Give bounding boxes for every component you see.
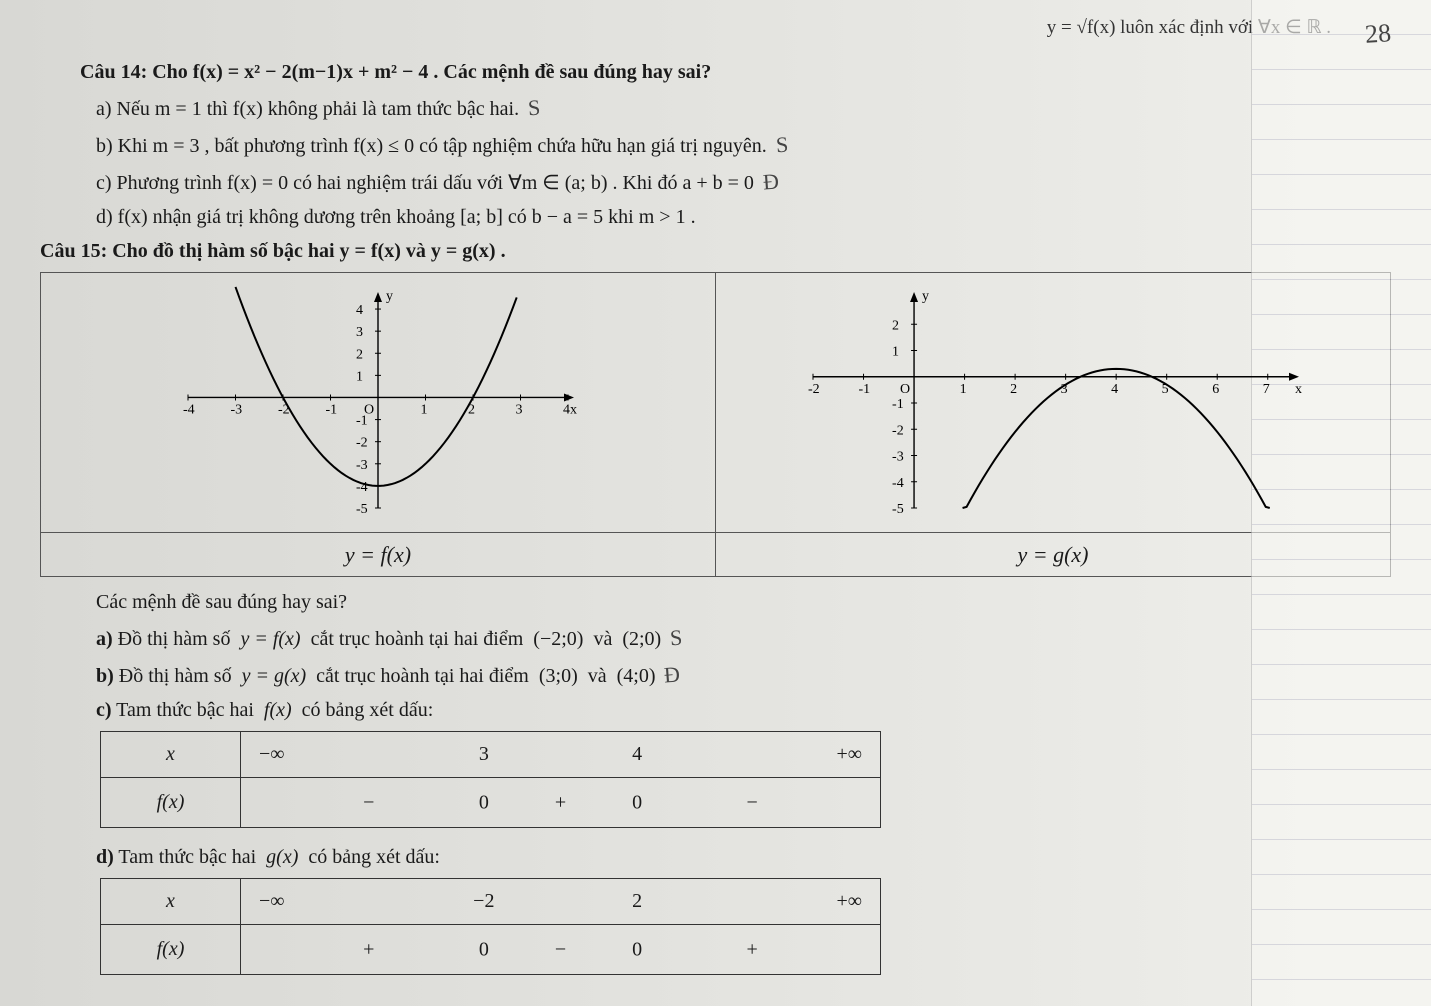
caption-f: y = f(x): [41, 533, 716, 577]
graph-g-cell: xyO-2-11234567-5-4-3-2-112: [716, 273, 1391, 533]
svg-text:4: 4: [1111, 381, 1118, 396]
graph-f-cell: xyO-4-3-2-11234-5-4-3-2-11234: [41, 273, 716, 533]
q15-sub: Các mệnh đề sau đúng hay sai?: [96, 587, 1391, 617]
graph-g: xyO-2-11234567-5-4-3-2-112: [793, 278, 1313, 528]
svg-text:-3: -3: [356, 457, 368, 472]
q15-a: a) Đồ thị hàm số y = f(x) cắt trục hoành…: [96, 621, 1391, 654]
svg-text:-2: -2: [892, 423, 904, 438]
svg-text:3: 3: [356, 325, 363, 340]
svg-text:-4: -4: [183, 402, 195, 417]
svg-text:-5: -5: [892, 502, 904, 517]
svg-text:4: 4: [563, 402, 570, 417]
q15-c: c) Tam thức bậc hai f(x) có bảng xét dấu…: [96, 695, 1391, 725]
q14-c: c) Phương trình f(x) = 0 có hai nghiệm t…: [96, 165, 1391, 198]
q14-d: d) f(x) nhận giá trị không dương trên kh…: [96, 202, 1391, 232]
q14-b-hand: S: [775, 128, 790, 162]
svg-text:1: 1: [960, 381, 967, 396]
q14-b: b) Khi m = 3 , bất phương trình f(x) ≤ 0…: [96, 128, 1391, 161]
svg-text:1: 1: [421, 402, 428, 417]
svg-text:-5: -5: [356, 502, 368, 517]
svg-text:-2: -2: [808, 381, 820, 396]
sign-table-f: x−∞34+∞f(x)−0+0−: [100, 731, 881, 828]
svg-text:7: 7: [1263, 381, 1270, 396]
svg-text:-1: -1: [326, 402, 338, 417]
svg-text:x: x: [1295, 381, 1302, 396]
svg-text:-1: -1: [859, 381, 871, 396]
q14-head: Câu 14: Cho f(x) = x² − 2(m−1)x + m² − 4…: [80, 57, 1391, 87]
svg-text:2: 2: [356, 347, 363, 362]
sign-table-g: x−∞−22+∞f(x)+0−0+: [100, 878, 881, 975]
svg-text:y: y: [922, 289, 929, 304]
svg-text:-1: -1: [356, 413, 368, 428]
q15-a-hand: S: [669, 621, 684, 655]
q15-head: Câu 15: Cho đồ thị hàm số bậc hai y = f(…: [40, 236, 1391, 266]
q15-b: b) Đồ thị hàm số y = g(x) cắt trục hoành…: [96, 658, 1391, 691]
svg-text:-3: -3: [892, 449, 904, 464]
svg-text:-4: -4: [892, 475, 904, 490]
q15-d: d) Tam thức bậc hai g(x) có bảng xét dấu…: [96, 842, 1391, 872]
svg-text:2: 2: [892, 318, 899, 333]
svg-text:1: 1: [892, 344, 899, 359]
svg-text:-1: -1: [892, 397, 904, 412]
q14-a: a) Nếu m = 1 thì f(x) không phải là tam …: [96, 91, 1391, 124]
svg-text:-2: -2: [356, 435, 368, 450]
svg-text:6: 6: [1212, 381, 1219, 396]
svg-text:3: 3: [516, 402, 523, 417]
svg-text:O: O: [900, 381, 910, 396]
graphs-table: xyO-4-3-2-11234-5-4-3-2-11234 xyO-2-1123…: [40, 272, 1391, 577]
svg-text:2: 2: [1010, 381, 1017, 396]
graph-f: xyO-4-3-2-11234-5-4-3-2-11234: [168, 278, 588, 528]
svg-text:y: y: [386, 289, 393, 304]
svg-text:-3: -3: [231, 402, 243, 417]
q14-a-hand: S: [527, 91, 542, 125]
q14-c-hand: Đ: [762, 164, 780, 198]
svg-text:4: 4: [356, 303, 363, 318]
svg-text:x: x: [570, 402, 577, 417]
q15-b-hand: Đ: [663, 657, 681, 691]
svg-text:1: 1: [356, 369, 363, 384]
hand-margin-28: 28: [1364, 13, 1393, 54]
